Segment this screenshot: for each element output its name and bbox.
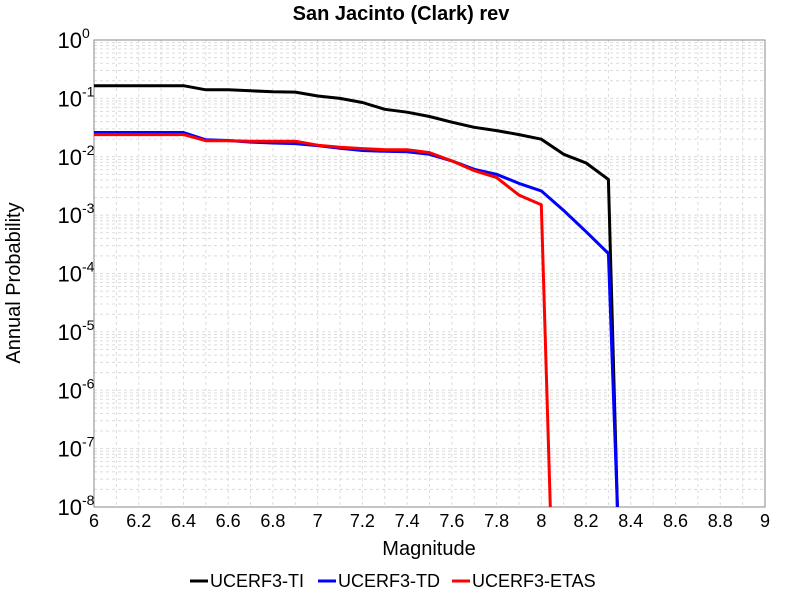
y-tick-exponent: -5 [82,317,95,333]
y-tick-label: 10 [58,320,82,345]
chart-title: San Jacinto (Clark) rev [293,3,511,25]
x-axis-label: Magnitude [382,538,475,560]
y-tick-exponent: -4 [82,259,95,275]
x-tick-label: 8.6 [663,511,688,531]
x-tick-label: 6.2 [126,511,151,531]
series-group [94,84,619,508]
series-line-ucerf3-td [94,131,619,508]
y-tick-exponent: -1 [82,83,95,99]
x-tick-label: 6.4 [171,511,196,531]
x-tick-label: 7.8 [484,511,509,531]
y-tick-label: 10 [58,145,82,170]
x-tick-label: 8.2 [574,511,599,531]
y-tick-exponent: 0 [82,25,90,41]
legend-label-ucerf3-ti: UCERF3-TI [210,571,304,591]
x-tick-label: 9 [760,511,770,531]
legend-label-ucerf3-td: UCERF3-TD [338,571,440,591]
x-tick-label: 6.8 [260,511,285,531]
y-tick-exponent: -7 [82,434,95,450]
y-axis-label: Annual Probability [3,202,25,363]
y-tick-label: 10 [58,86,82,111]
plot-area [93,39,766,508]
y-tick-label: 10 [58,203,82,228]
x-tick-label: 7.2 [350,511,375,531]
y-tick-exponent: -2 [82,142,95,158]
series-line-ucerf3-etas [94,133,552,508]
y-tick-label: 10 [58,437,82,462]
y-tick-exponent: -3 [82,200,95,216]
y-tick-exponent: -6 [82,375,95,391]
y-tick-exponent: -8 [82,492,95,508]
series-line-ucerf3-ti [94,84,619,508]
legend: UCERF3-TI UCERF3-TD UCERF3-ETAS [190,571,596,591]
x-tick-label: 8 [536,511,546,531]
x-tick-label: 7.6 [439,511,464,531]
grid [93,40,765,508]
y-tick-label: 10 [58,262,82,287]
legend-label-ucerf3-etas: UCERF3-ETAS [472,571,596,591]
x-tick-labels: 6 6.2 6.4 6.6 6.8 7 7.2 7.4 7.6 7.8 8 8.2 8.4 8.6 8.8 9 [89,511,770,531]
x-tick-label: 6 [89,511,99,531]
x-tick-label: 6.6 [216,511,241,531]
x-tick-label: 8.8 [708,511,733,531]
x-tick-label: 7.4 [395,511,420,531]
y-tick-label: 10 [58,378,82,403]
y-tick-label: 10 [58,28,82,53]
x-tick-label: 8.4 [618,511,643,531]
y-tick-label: 10 [58,495,82,520]
x-tick-label: 7 [313,511,323,531]
